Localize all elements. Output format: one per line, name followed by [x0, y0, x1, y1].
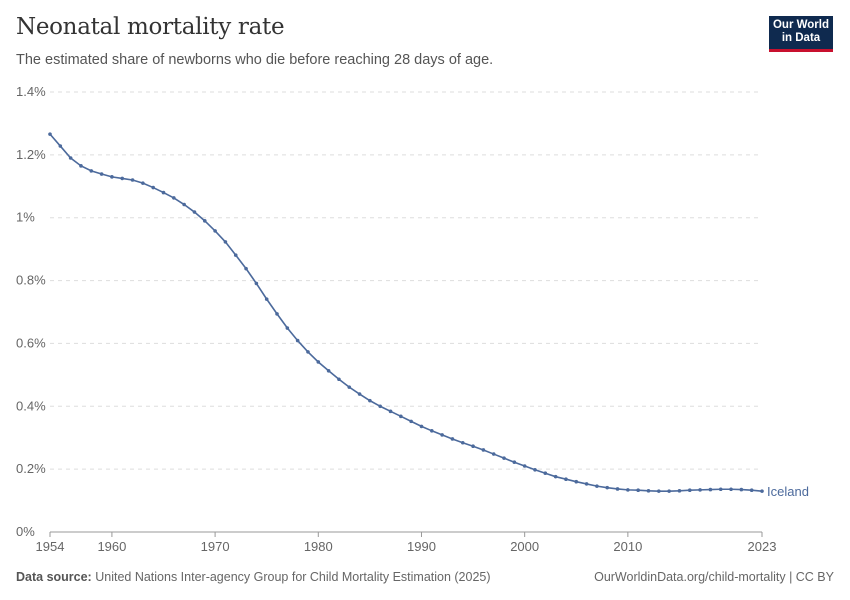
- data-point: [450, 437, 455, 441]
- data-point: [698, 488, 702, 492]
- data-point: [533, 467, 537, 472]
- source-text[interactable]: United Nations Inter-agency Group for Ch…: [95, 570, 491, 584]
- data-point: [48, 132, 52, 136]
- data-point: [202, 219, 207, 223]
- series-line-iceland: [49, 133, 763, 492]
- chart-title: Neonatal mortality rate: [16, 14, 285, 40]
- y-tick-label: 0.6%: [16, 335, 46, 350]
- data-point: [584, 482, 589, 486]
- x-tick-label: 1970: [201, 539, 230, 554]
- data-point: [244, 266, 248, 271]
- data-point: [264, 297, 269, 301]
- data-point: [522, 464, 527, 468]
- data-point: [419, 424, 424, 429]
- source-label: Data source:: [16, 570, 92, 584]
- data-point: [388, 409, 393, 414]
- y-tick-label: 1%: [16, 210, 35, 225]
- y-tick-label: 0.2%: [16, 461, 46, 476]
- data-point: [254, 281, 259, 286]
- data-point: [68, 156, 73, 160]
- data-point: [58, 144, 63, 148]
- owid-logo[interactable]: Our World in Data: [769, 16, 833, 52]
- data-point: [99, 172, 104, 176]
- data-point: [615, 487, 620, 491]
- data-point: [564, 477, 568, 482]
- data-source: Data source: United Nations Inter-agency…: [16, 570, 491, 584]
- data-point: [409, 419, 413, 424]
- data-point: [213, 229, 217, 233]
- x-tick-label: 2000: [510, 539, 539, 554]
- data-point: [626, 488, 630, 492]
- data-point: [729, 487, 733, 492]
- y-tick-label: 1.2%: [16, 147, 46, 162]
- data-point: [502, 456, 506, 460]
- data-point: [512, 460, 517, 465]
- x-tick-label: 2010: [613, 539, 642, 554]
- data-point: [543, 471, 548, 476]
- data-point: [718, 487, 723, 492]
- y-tick-label: 0.8%: [16, 273, 46, 288]
- data-point: [223, 240, 228, 244]
- data-point: [161, 190, 166, 195]
- data-point: [79, 164, 83, 168]
- data-point: [347, 385, 352, 389]
- data-point: [460, 440, 465, 445]
- data-point: [316, 360, 321, 364]
- data-point: [368, 398, 372, 403]
- data-point: [491, 452, 496, 456]
- series-label: Iceland: [767, 484, 809, 499]
- data-point: [471, 444, 475, 449]
- data-point: [553, 474, 558, 479]
- data-point: [285, 326, 290, 330]
- data-point: [120, 176, 125, 181]
- x-tick-label: 1980: [304, 539, 333, 554]
- data-point: [357, 392, 362, 396]
- data-point: [378, 404, 383, 409]
- data-point: [295, 338, 300, 343]
- data-point: [399, 414, 403, 419]
- data-point: [141, 181, 145, 185]
- data-point: [182, 202, 186, 207]
- data-point: [595, 484, 599, 488]
- data-point: [326, 368, 331, 373]
- x-tick-label: 1954: [36, 539, 65, 554]
- data-point: [306, 350, 310, 354]
- data-point: [708, 487, 713, 492]
- x-tick-label: 1990: [407, 539, 436, 554]
- data-point: [110, 175, 114, 179]
- chart-subtitle: The estimated share of newborns who die …: [16, 52, 494, 68]
- data-point: [481, 448, 486, 452]
- data-point: [440, 433, 444, 437]
- data-point: [657, 489, 661, 493]
- data-point: [749, 488, 754, 493]
- data-point: [677, 489, 682, 493]
- data-point: [760, 489, 764, 493]
- y-tick-label: 0%: [16, 524, 35, 539]
- data-point: [667, 489, 671, 493]
- data-point: [172, 196, 176, 200]
- data-point: [687, 488, 692, 493]
- data-point: [233, 253, 238, 257]
- y-tick-label: 1.4%: [16, 84, 46, 99]
- data-point: [192, 210, 197, 214]
- data-point: [89, 169, 94, 173]
- data-point: [739, 487, 744, 492]
- data-point: [605, 485, 610, 490]
- y-tick-label: 0.4%: [16, 398, 46, 413]
- data-point: [636, 488, 640, 493]
- footer-link[interactable]: OurWorldinData.org/child-mortality | CC …: [594, 570, 834, 584]
- data-point: [574, 479, 579, 484]
- data-point: [337, 377, 341, 382]
- data-point: [275, 312, 279, 316]
- data-point: [151, 185, 155, 190]
- data-point: [646, 489, 651, 493]
- data-point: [429, 429, 434, 433]
- x-tick-label: 2023: [748, 539, 777, 554]
- data-point: [130, 178, 135, 182]
- x-tick-label: 1960: [97, 539, 126, 554]
